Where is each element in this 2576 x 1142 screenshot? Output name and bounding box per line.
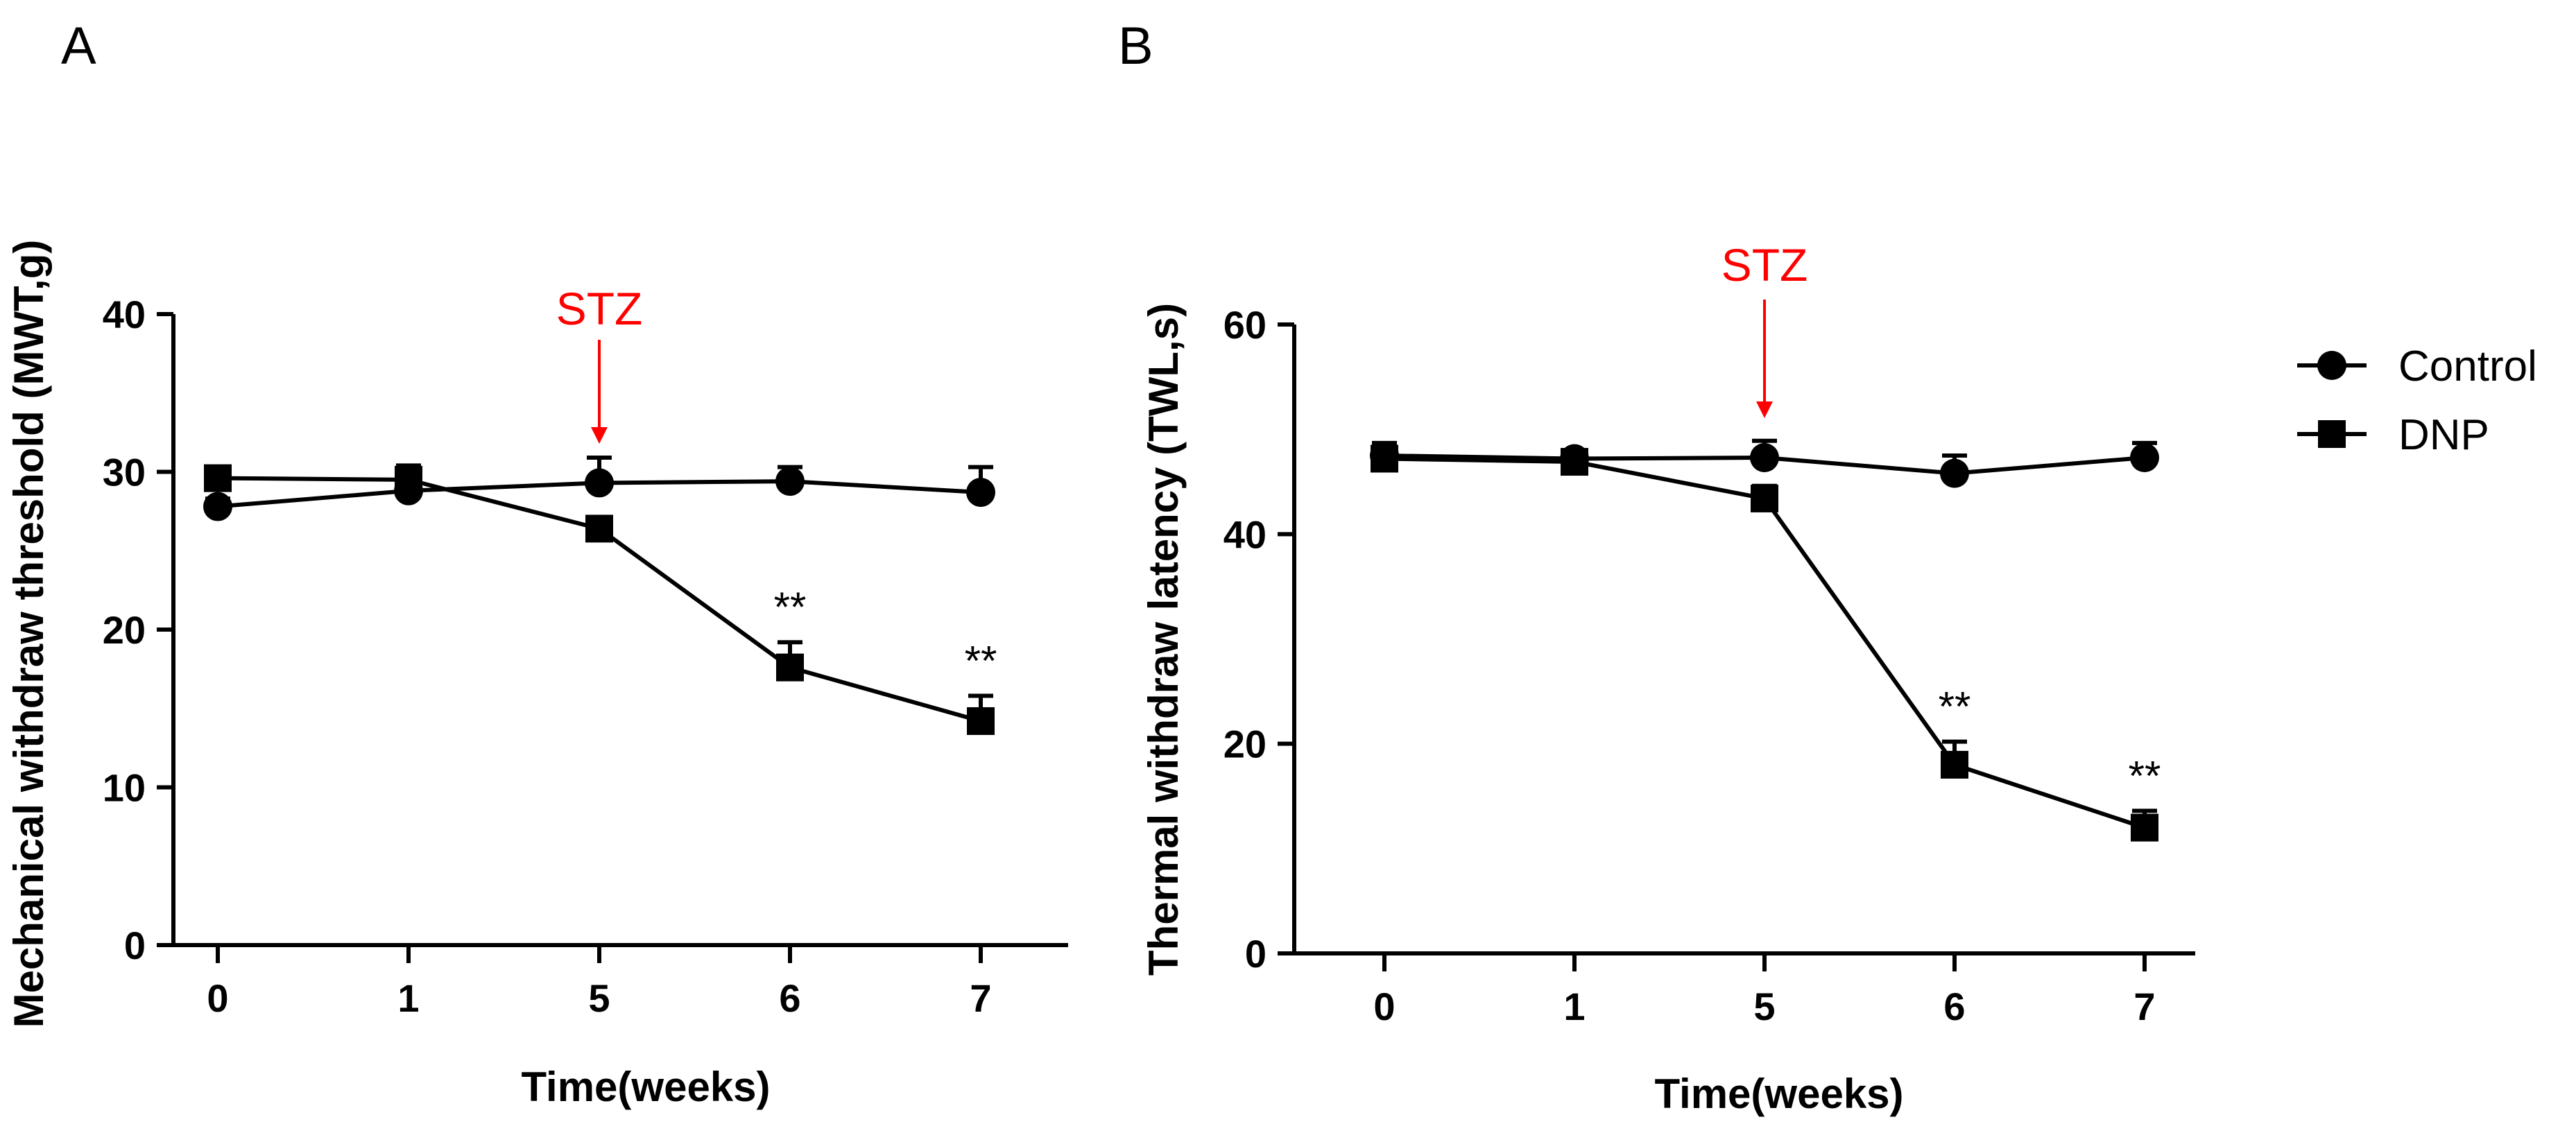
panel-b-y-tick-label: 40 — [1223, 512, 1266, 556]
panel-a-stz-arrowhead — [591, 427, 608, 444]
panel-b-plot: 0 20 40 60 0 1 5 6 7 STZ ** ** — [1223, 239, 2195, 1028]
panel-b-xlabel: Time(weeks) — [1654, 1071, 1903, 1117]
panel-b-point-dnp — [1561, 448, 1588, 476]
panel-a-point-dnp — [395, 465, 422, 494]
panel-a-x-tick-label: 0 — [207, 976, 228, 1020]
panel-a-significance-label: ** — [774, 584, 807, 630]
panel-a-plot: 0 10 20 30 40 0 1 5 6 7 STZ ** ** — [103, 283, 1068, 1020]
panel-b-ylabel: Thermal withdraw latency (TWL,s) — [1140, 303, 1187, 976]
panel-b-significance-label: ** — [1939, 684, 1971, 730]
panel-b-y-tick-label: 0 — [1245, 932, 1266, 976]
panel-a-point-dnp — [204, 464, 232, 492]
panel-a-y-tick-label: 40 — [103, 293, 146, 336]
panel-b-point-dnp — [1371, 444, 1398, 473]
legend-dnp-label: DNP — [2398, 411, 2489, 459]
panel-a-point-control — [966, 478, 995, 508]
panel-b-stz-arrowhead — [1756, 401, 1773, 418]
panel-b-x-tick-label: 6 — [1943, 985, 1965, 1028]
panel-a-x-tick-label: 6 — [779, 976, 800, 1020]
legend-item-dnp: DNP — [2297, 411, 2489, 459]
legend-item-control: Control — [2297, 343, 2537, 390]
panel-b-x-tick-label: 0 — [1373, 985, 1395, 1028]
panel-b-x-tick-label: 7 — [2133, 985, 2155, 1028]
panel-a-y-tick-label: 30 — [103, 451, 146, 494]
panel-a-point-control — [585, 468, 614, 498]
panel-a-y-tick-label: 0 — [124, 924, 146, 967]
square-icon — [2318, 420, 2346, 448]
panel-b-y-tick-label: 60 — [1223, 303, 1266, 347]
panel-b-point-dnp — [1941, 750, 1968, 779]
panel-a-y-tick-label: 20 — [103, 608, 146, 652]
panel-a: A 0 10 20 30 40 0 1 5 6 7 STZ ** ** Mechanical withd… — [6, 17, 1068, 1110]
panel-b-point-dnp — [2131, 813, 2158, 842]
panel-a-ylabel: Mechanical withdraw threshold (MWT,g) — [6, 240, 52, 1028]
circle-icon — [2317, 351, 2346, 380]
panel-letter-b: B — [1118, 17, 1153, 76]
panel-letter-a: A — [61, 17, 96, 76]
panel-a-xlabel: Time(weeks) — [521, 1064, 770, 1110]
panel-a-series-line-dnp — [217, 476, 981, 723]
legend: Control DNP — [2297, 343, 2537, 459]
panel-b-series-line-dnp — [1384, 456, 2145, 830]
legend-control-label: Control — [2398, 343, 2537, 390]
panel-b-point-control — [1750, 442, 1779, 472]
panel-a-significance-label: ** — [965, 638, 997, 684]
panel-b: B 0 20 40 60 0 1 5 6 7 STZ ** ** Thermal withdraw l… — [1118, 17, 2195, 1117]
panel-a-point-dnp — [776, 653, 804, 682]
panel-b-x-tick-label: 1 — [1563, 985, 1585, 1028]
panel-a-stz-label: STZ — [556, 283, 643, 334]
panel-b-point-control — [2130, 442, 2159, 472]
panel-b-point-dnp — [1751, 484, 1778, 512]
panel-b-stz-label: STZ — [1721, 239, 1808, 291]
panel-a-point-dnp — [967, 707, 995, 735]
panel-a-x-tick-label: 5 — [588, 976, 610, 1020]
panel-a-point-control — [775, 467, 805, 496]
panel-a-y-tick-label: 10 — [103, 766, 146, 810]
panel-b-y-tick-label: 20 — [1223, 723, 1266, 766]
panel-a-point-control — [203, 492, 232, 521]
panel-b-x-tick-label: 5 — [1753, 985, 1775, 1028]
panel-a-point-dnp — [585, 514, 613, 543]
panel-b-point-control — [1940, 458, 1969, 488]
panel-b-significance-label: ** — [2129, 752, 2161, 799]
panel-a-x-tick-label: 1 — [397, 976, 419, 1020]
panel-a-x-tick-label: 7 — [970, 976, 991, 1020]
